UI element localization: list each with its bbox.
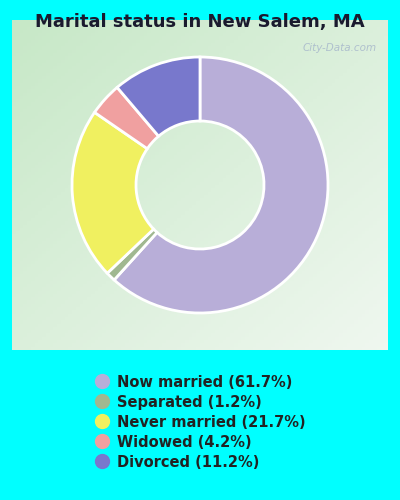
Legend: Now married (61.7%), Separated (1.2%), Never married (21.7%), Widowed (4.2%), Di: Now married (61.7%), Separated (1.2%), N… — [89, 369, 311, 476]
Text: City-Data.com: City-Data.com — [302, 43, 377, 53]
Wedge shape — [114, 57, 328, 313]
Text: Marital status in New Salem, MA: Marital status in New Salem, MA — [35, 12, 365, 30]
Wedge shape — [117, 57, 200, 136]
Wedge shape — [94, 88, 158, 148]
Wedge shape — [72, 112, 154, 273]
Wedge shape — [107, 229, 157, 280]
